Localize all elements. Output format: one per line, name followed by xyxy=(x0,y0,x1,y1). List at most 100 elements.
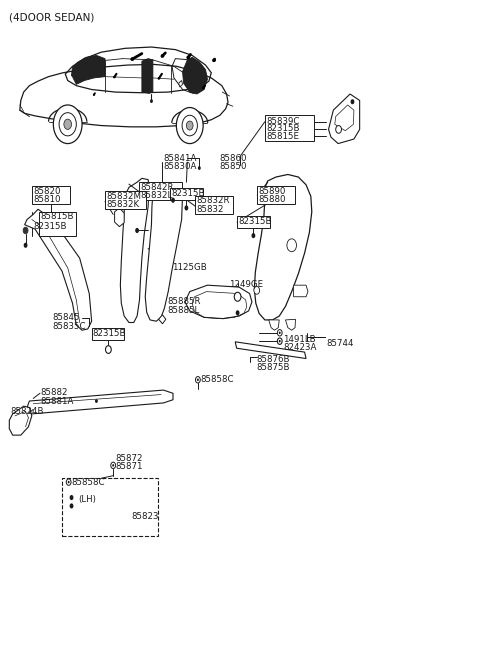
Circle shape xyxy=(279,340,281,342)
Text: 1249GE: 1249GE xyxy=(229,280,263,289)
Polygon shape xyxy=(72,55,105,84)
Circle shape xyxy=(171,197,175,203)
Circle shape xyxy=(106,346,111,353)
Text: 85832M: 85832M xyxy=(106,192,141,201)
Circle shape xyxy=(70,503,73,508)
Bar xyxy=(62,478,157,536)
Circle shape xyxy=(95,399,98,403)
Circle shape xyxy=(112,464,114,467)
Circle shape xyxy=(53,105,82,144)
Circle shape xyxy=(23,227,28,233)
Text: 82315B: 82315B xyxy=(238,217,272,226)
Polygon shape xyxy=(158,315,166,324)
Circle shape xyxy=(350,99,354,104)
Polygon shape xyxy=(142,59,153,94)
Circle shape xyxy=(336,126,341,134)
Circle shape xyxy=(135,228,139,233)
Polygon shape xyxy=(179,81,182,87)
Text: 85835C: 85835C xyxy=(52,322,86,331)
Text: 85860: 85860 xyxy=(219,154,247,163)
Text: 85845: 85845 xyxy=(52,313,80,322)
Circle shape xyxy=(24,243,27,248)
Text: 85815E: 85815E xyxy=(266,132,300,141)
Circle shape xyxy=(252,233,255,238)
Text: 85820: 85820 xyxy=(33,186,61,195)
Text: 85881A: 85881A xyxy=(40,397,73,406)
Polygon shape xyxy=(72,488,106,519)
Bar xyxy=(265,115,314,141)
Bar xyxy=(105,191,146,209)
Circle shape xyxy=(287,239,297,252)
Text: 85880: 85880 xyxy=(258,195,286,204)
Text: 85810: 85810 xyxy=(33,195,61,204)
Circle shape xyxy=(198,166,201,170)
Text: 85872: 85872 xyxy=(116,454,143,463)
Bar xyxy=(32,186,70,204)
Text: 82423A: 82423A xyxy=(283,343,316,352)
Text: 85882: 85882 xyxy=(40,388,68,397)
Bar xyxy=(257,186,295,204)
Text: (4DOOR SEDAN): (4DOOR SEDAN) xyxy=(9,12,95,23)
Circle shape xyxy=(277,330,282,336)
Text: 85832K: 85832K xyxy=(106,200,139,209)
Polygon shape xyxy=(182,57,207,94)
Circle shape xyxy=(176,108,203,144)
Text: 85885R: 85885R xyxy=(168,297,201,306)
Circle shape xyxy=(197,379,199,381)
Circle shape xyxy=(64,119,72,130)
Text: 85850: 85850 xyxy=(219,163,247,171)
Text: 1125GB: 1125GB xyxy=(171,263,206,272)
Circle shape xyxy=(184,205,188,210)
Text: 85832L: 85832L xyxy=(140,191,172,200)
Circle shape xyxy=(236,310,240,315)
Circle shape xyxy=(182,115,197,136)
Bar xyxy=(195,195,233,213)
Text: 85830A: 85830A xyxy=(163,163,197,171)
Text: 85858C: 85858C xyxy=(201,375,234,384)
Text: 85890: 85890 xyxy=(258,186,286,195)
Bar xyxy=(139,182,181,200)
Text: 85885L: 85885L xyxy=(168,306,200,315)
Circle shape xyxy=(70,495,73,500)
Text: 85875B: 85875B xyxy=(257,363,290,372)
Circle shape xyxy=(59,113,76,136)
Text: 85824B: 85824B xyxy=(10,408,44,417)
Bar xyxy=(92,328,124,340)
Polygon shape xyxy=(9,406,32,435)
Polygon shape xyxy=(269,320,279,330)
Text: 85876B: 85876B xyxy=(257,355,290,364)
Text: 82315B: 82315B xyxy=(266,124,300,134)
Circle shape xyxy=(254,286,260,294)
Text: 85871: 85871 xyxy=(116,462,143,471)
Polygon shape xyxy=(120,178,149,322)
Bar xyxy=(237,216,270,228)
Text: 82315B: 82315B xyxy=(33,222,67,231)
Polygon shape xyxy=(115,208,124,226)
Text: 85815B: 85815B xyxy=(40,212,74,221)
Circle shape xyxy=(111,462,116,469)
Text: 85823: 85823 xyxy=(131,511,158,521)
Text: 85832: 85832 xyxy=(196,204,224,213)
Polygon shape xyxy=(254,174,312,320)
Circle shape xyxy=(195,377,200,383)
Text: 82315B: 82315B xyxy=(93,329,126,338)
Text: 85842R: 85842R xyxy=(140,183,173,192)
Text: 85858C: 85858C xyxy=(72,478,105,487)
Circle shape xyxy=(68,481,70,483)
Circle shape xyxy=(279,332,281,334)
Polygon shape xyxy=(27,390,173,414)
Bar xyxy=(170,188,203,199)
Polygon shape xyxy=(286,319,296,330)
Circle shape xyxy=(186,121,193,130)
Bar xyxy=(39,212,76,236)
Polygon shape xyxy=(328,94,360,144)
Text: 82315B: 82315B xyxy=(171,188,204,197)
Polygon shape xyxy=(294,285,308,297)
Circle shape xyxy=(277,338,282,344)
Text: (LH): (LH) xyxy=(78,495,96,504)
Polygon shape xyxy=(185,285,252,319)
Text: 85832R: 85832R xyxy=(196,196,229,205)
Polygon shape xyxy=(145,183,182,321)
Text: 85841A: 85841A xyxy=(163,154,197,163)
Circle shape xyxy=(150,99,153,103)
